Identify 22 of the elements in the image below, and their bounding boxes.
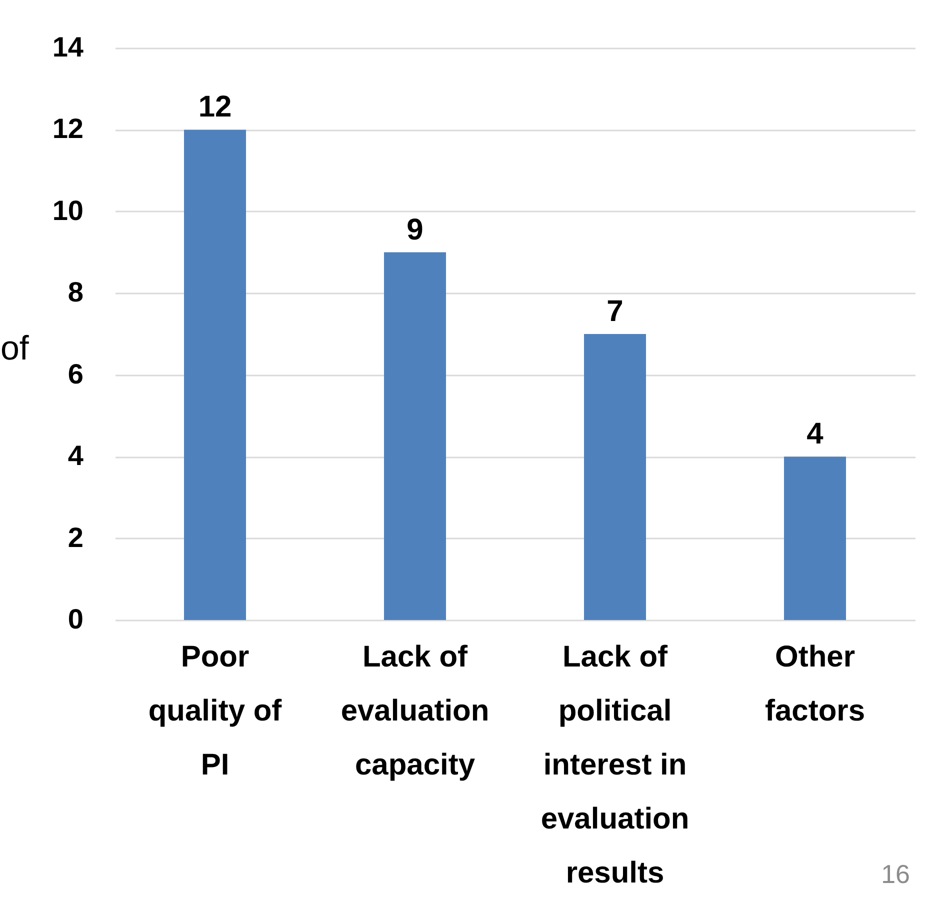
y-tick-label: 4 [68, 440, 84, 472]
y-tick-label: 10 [52, 194, 84, 226]
bar [784, 456, 846, 620]
data-label: 4 [806, 418, 824, 451]
x-tick-label: Poor quality of PI [148, 640, 283, 782]
data-label: 7 [606, 295, 624, 328]
x-tick-label: Other factors [764, 640, 866, 728]
x-tick-label: Lack of political interest in evaluation results [540, 640, 690, 890]
data-label: 12 [198, 90, 232, 124]
y-axis-title: of [0, 330, 30, 368]
y-tick-label: 0 [68, 604, 84, 634]
y-tick-label: 14 [52, 32, 84, 62]
y-tick-label: 8 [68, 276, 84, 308]
bar [184, 130, 246, 620]
text: 16 [881, 859, 910, 889]
bar [584, 334, 646, 620]
x-tick-label: Lack of evaluation capacity [340, 640, 490, 782]
bar [384, 252, 446, 620]
data-label: 9 [406, 213, 424, 246]
y-tick-label: 12 [52, 113, 84, 144]
y-tick-label: 6 [68, 358, 84, 390]
y-tick-label: 2 [68, 522, 84, 553]
